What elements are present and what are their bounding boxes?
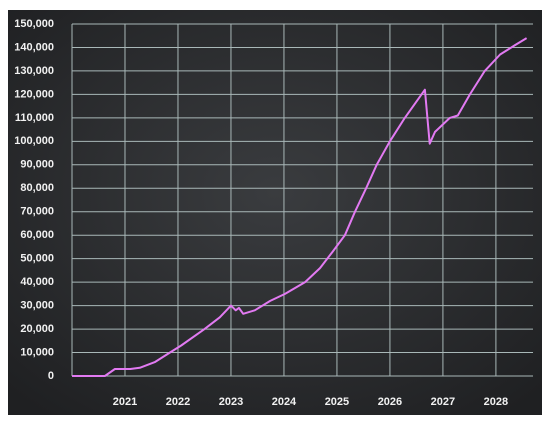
y-tick-label: 20,000 (20, 323, 54, 335)
y-tick-label: 30,000 (20, 300, 54, 312)
y-tick-label: 100,000 (14, 135, 54, 147)
x-tick-label: 2024 (272, 396, 297, 408)
y-tick-label: 130,000 (14, 65, 54, 77)
x-tick-label: 2027 (431, 396, 455, 408)
y-tick-label: 50,000 (20, 253, 54, 265)
x-tick-label: 2023 (219, 396, 243, 408)
y-tick-label: 40,000 (20, 276, 54, 288)
y-tick-label: 10,000 (20, 346, 54, 358)
y-tick-label: 80,000 (20, 182, 54, 194)
x-tick-label: 2022 (166, 396, 190, 408)
y-tick-label: 140,000 (14, 41, 54, 53)
y-tick-label: 60,000 (20, 229, 54, 241)
x-tick-label: 2028 (484, 396, 508, 408)
x-tick-label: 2021 (113, 396, 137, 408)
x-tick-label: 2025 (325, 396, 349, 408)
y-tick-label: 120,000 (14, 88, 54, 100)
y-tick-label: 70,000 (20, 206, 54, 218)
y-tick-label: 0 (48, 370, 54, 382)
y-tick-label: 110,000 (15, 112, 54, 124)
y-tick-label: 150,000 (14, 18, 54, 30)
panel (8, 10, 542, 415)
y-tick-label: 90,000 (20, 159, 54, 171)
data-line (72, 37, 528, 377)
x-tick-label: 2026 (378, 396, 402, 408)
